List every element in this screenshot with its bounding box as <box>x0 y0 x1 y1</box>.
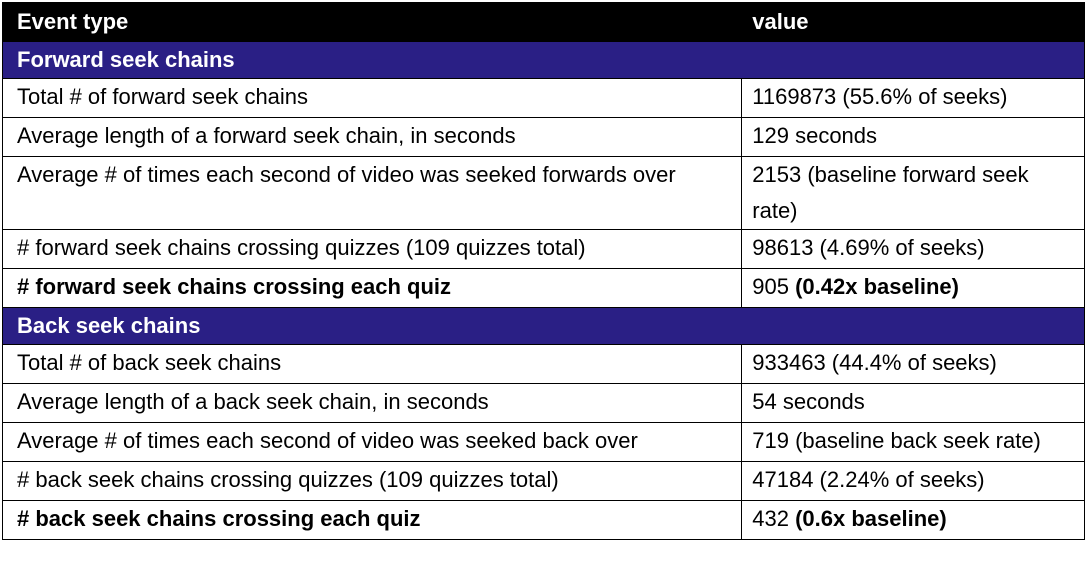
section-title-back: Back seek chains <box>2 307 1085 345</box>
table-row-highlight: # forward seek chains crossing each quiz… <box>1 268 1085 308</box>
row-value: 719 (baseline back seek rate) <box>741 422 1085 462</box>
row-label: Average # of times each second of video … <box>1 422 743 462</box>
row-label: # back seek chains crossing each quiz <box>1 500 743 540</box>
seek-chain-table: Event type value Forward seek chains Tot… <box>1 2 1085 540</box>
table-row: # back seek chains crossing quizzes (109… <box>1 461 1085 501</box>
row-value: 432 (0.6x baseline) <box>741 500 1085 540</box>
table-row: Total # of back seek chains 933463 (44.4… <box>1 344 1085 384</box>
table-row: Average length of a forward seek chain, … <box>1 117 1085 157</box>
table-header-row: Event type value <box>1 2 1085 42</box>
row-label: Total # of back seek chains <box>1 344 743 384</box>
table-row: Average # of times each second of video … <box>1 156 1085 230</box>
section-row-forward: Forward seek chains <box>2 41 1085 79</box>
row-value: 47184 (2.24% of seeks) <box>741 461 1085 501</box>
row-value: 2153 (baseline forward seek rate) <box>741 156 1085 230</box>
row-value: 905 (0.42x baseline) <box>741 268 1085 308</box>
row-label: Average length of a forward seek chain, … <box>1 117 743 157</box>
table-row-highlight: # back seek chains crossing each quiz 43… <box>1 500 1085 540</box>
row-value-plain: 905 <box>752 274 796 299</box>
row-value-bold: (0.6x baseline) <box>795 506 947 531</box>
row-value: 1169873 (55.6% of seeks) <box>741 78 1085 118</box>
section-row-back: Back seek chains <box>2 307 1085 345</box>
header-value: value <box>741 2 1085 42</box>
row-label: # back seek chains crossing quizzes (109… <box>1 461 743 501</box>
row-label: Total # of forward seek chains <box>1 78 743 118</box>
row-value: 129 seconds <box>741 117 1085 157</box>
section-title-forward: Forward seek chains <box>2 41 1085 79</box>
row-value: 933463 (44.4% of seeks) <box>741 344 1085 384</box>
table-row: Average length of a back seek chain, in … <box>1 383 1085 423</box>
row-label: Average # of times each second of video … <box>1 156 743 230</box>
table-row: # forward seek chains crossing quizzes (… <box>1 229 1085 269</box>
table-row: Average # of times each second of video … <box>1 422 1085 462</box>
row-value-bold: (0.42x baseline) <box>795 274 959 299</box>
header-event-type: Event type <box>1 2 743 42</box>
row-value: 98613 (4.69% of seeks) <box>741 229 1085 269</box>
row-label: # forward seek chains crossing each quiz <box>1 268 743 308</box>
table-row: Total # of forward seek chains 1169873 (… <box>1 78 1085 118</box>
row-label: # forward seek chains crossing quizzes (… <box>1 229 743 269</box>
row-value-plain: 432 <box>752 506 796 531</box>
row-value: 54 seconds <box>741 383 1085 423</box>
row-label: Average length of a back seek chain, in … <box>1 383 743 423</box>
